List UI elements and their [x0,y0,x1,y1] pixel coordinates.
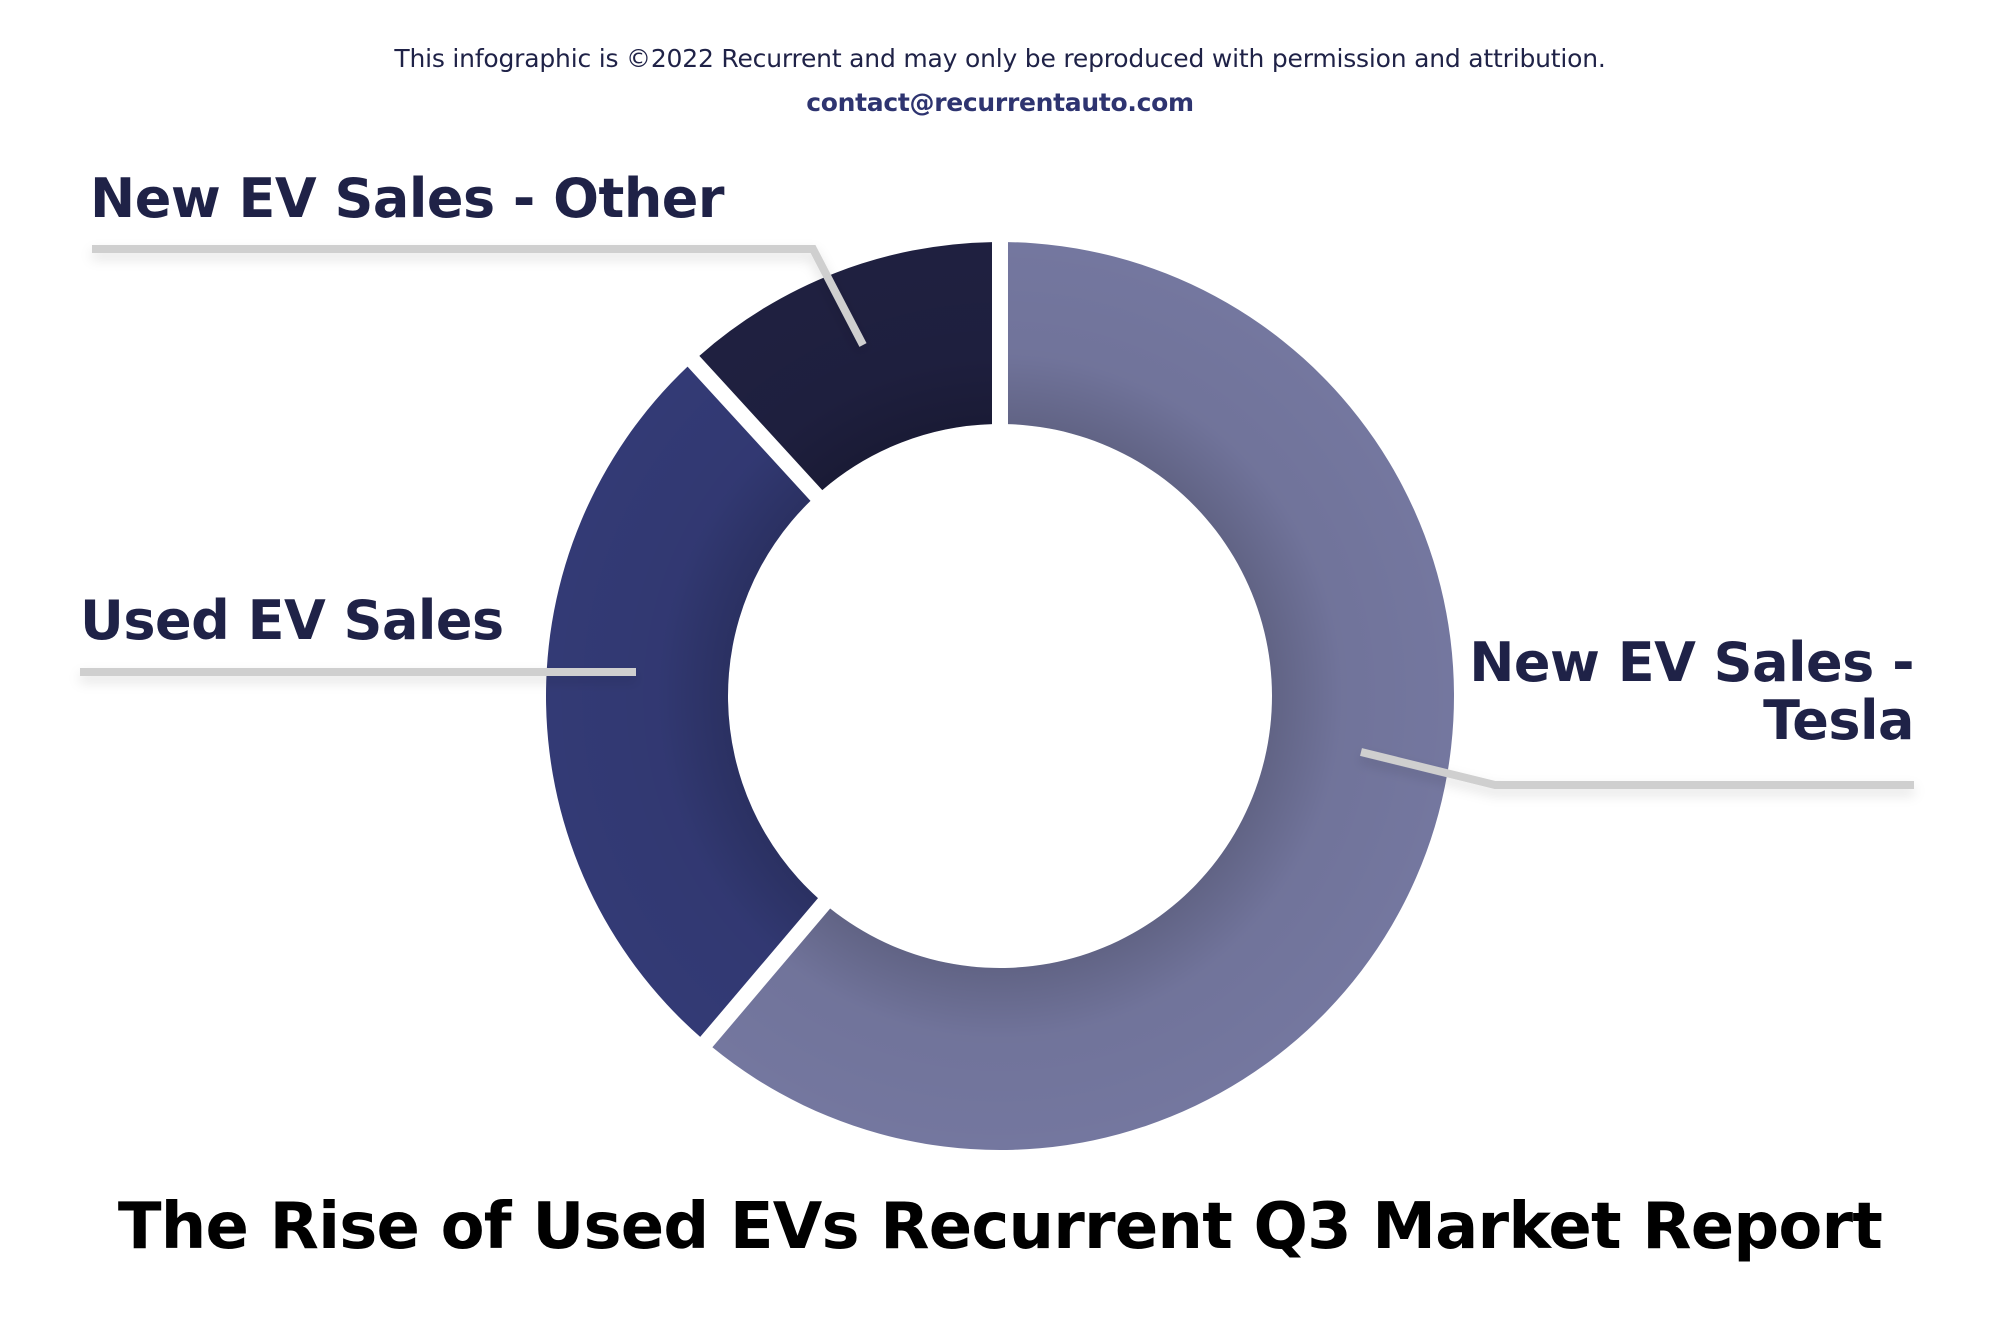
donut-slice-shading [546,366,818,1037]
label-tesla-line1: New EV Sales - [1469,631,1914,694]
label-new-ev-sales-other: New EV Sales - Other [90,167,725,230]
leader-line-other [92,245,867,347]
donut-slice-shading [712,242,1454,1150]
contact-email-link[interactable]: contact@recurrentauto.com [806,88,1194,117]
label-used-ev-sales: Used EV Sales [80,589,504,652]
label-tesla-line2: Tesla [1763,689,1914,752]
label-new-ev-sales-tesla: New EV Sales - Tesla [1314,634,1914,750]
chart-title: The Rise of Used EVs Recurrent Q3 Market… [117,1190,1883,1264]
leader-line-tesla [1360,748,1914,789]
donut-slice-shading [699,242,993,491]
copyright-notice: This infographic is ©2022 Recurrent and … [394,44,1606,73]
